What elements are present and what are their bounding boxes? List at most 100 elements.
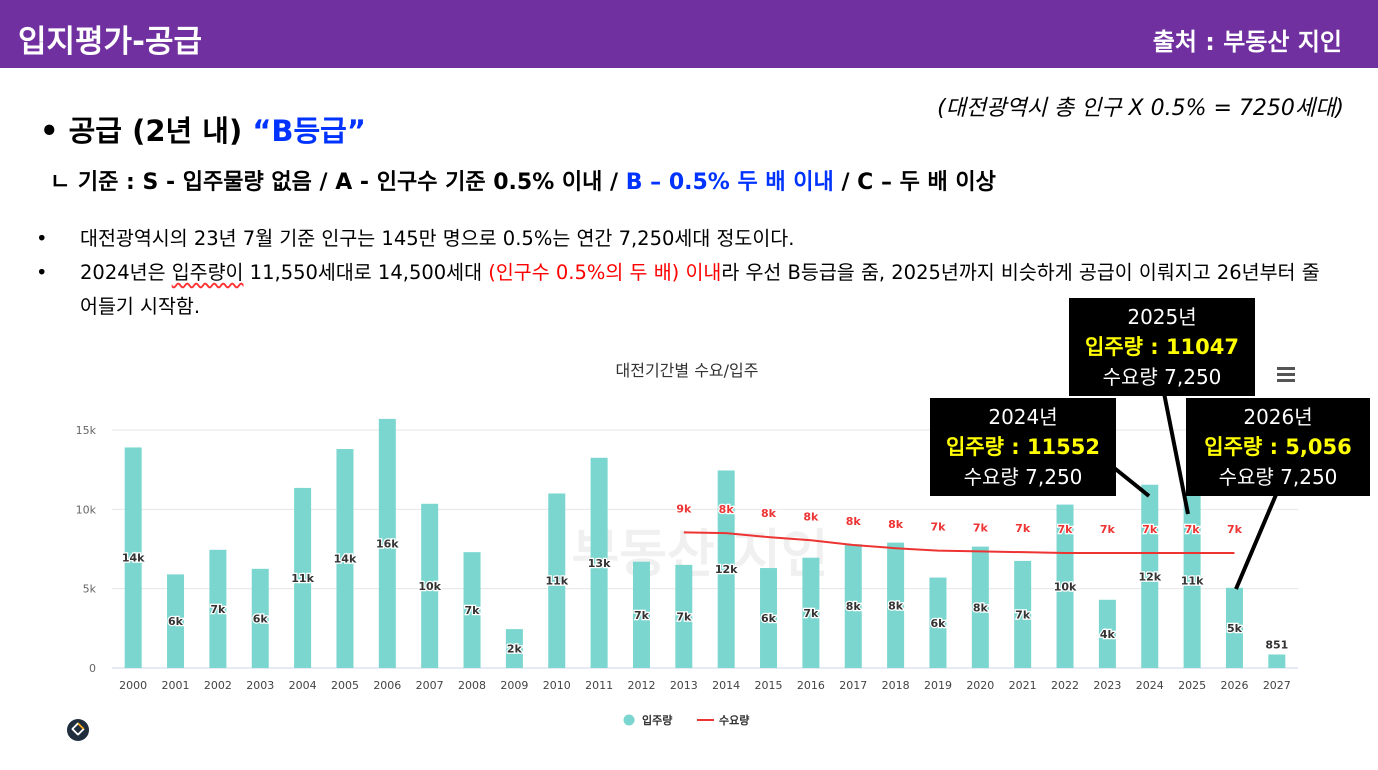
- bar: [378, 418, 396, 668]
- x-tick-label: 2007: [416, 679, 444, 692]
- slide-header: 입지평가-공급 출처 : 부동산 지인: [0, 0, 1378, 68]
- x-tick-label: 2019: [924, 679, 952, 692]
- bullet-text-1: 대전광역시의 23년 7월 기준 인구는 145만 명으로 0.5%는 연간 7…: [80, 227, 795, 250]
- bar-data-label: 4k: [1100, 628, 1116, 641]
- line-data-label: 7k: [1227, 523, 1243, 536]
- bar: [1014, 560, 1032, 668]
- bar-data-label: 6k: [930, 617, 946, 630]
- bar: [632, 561, 650, 668]
- criteria-line: ㄴ 기준 : S - 입주물량 없음 / A - 인구수 기준 0.5% 이내 …: [50, 164, 996, 196]
- callout-2026-demand: 수요량 7,250: [1218, 465, 1338, 489]
- x-tick-label: 2012: [627, 679, 655, 692]
- line-data-label: 7k: [1142, 523, 1158, 536]
- bar-data-label: 6k: [761, 612, 777, 625]
- callout-2025-demand: 수요량 7,250: [1102, 365, 1222, 389]
- callout-2025-pointer: [1161, 387, 1190, 515]
- x-tick-label: 2017: [839, 679, 867, 692]
- line-data-label: 7k: [1058, 523, 1074, 536]
- bar-data-label: 11k: [291, 572, 314, 585]
- x-tick-label: 2025: [1178, 679, 1206, 692]
- bar: [294, 487, 312, 668]
- bar-data-label: 11k: [545, 575, 568, 588]
- bar-data-label: 10k: [1054, 580, 1077, 593]
- brand-logo-icon: [67, 719, 89, 741]
- bar: [802, 557, 820, 668]
- x-tick-label: 2008: [458, 679, 486, 692]
- x-tick-label: 2005: [331, 679, 359, 692]
- x-tick-label: 2009: [500, 679, 528, 692]
- bullet-text-2c: 11,550세대로 14,500세대: [243, 261, 489, 284]
- bar-data-label: 7k: [210, 603, 226, 616]
- chart-watermark: 부동산 지인: [571, 525, 828, 585]
- bar: [1225, 587, 1243, 668]
- line-data-label: 8k: [888, 518, 904, 531]
- bar-data-label: 14k: [122, 552, 145, 565]
- x-tick-label: 2023: [1093, 679, 1121, 692]
- x-tick-label: 2000: [119, 679, 147, 692]
- supply-grade: “B등급”: [252, 114, 366, 148]
- bullet-dot: •: [36, 261, 48, 284]
- bar-data-label: 7k: [634, 609, 650, 622]
- callout-2026-supply: 입주량 : 5,056: [1204, 435, 1352, 459]
- bullet-text-2d: (인구수 0.5%의 두 배) 이내: [488, 261, 722, 284]
- bar: [760, 568, 778, 668]
- bullet-text-2e: 라 우선 B등급을 줌, 2025년까지 비슷하게 공급이 이뤄지고 26년부터…: [80, 261, 1320, 318]
- bar: [929, 577, 947, 668]
- supply-prefix: • 공급 (2년 내): [40, 114, 253, 148]
- chart-title: 대전기간별 수요/입주: [616, 361, 759, 380]
- callout-2024: 2024년 입주량 : 11552 수요량 7,250: [930, 398, 1116, 496]
- legend-bar-marker: [623, 714, 635, 726]
- x-tick-label: 2026: [1220, 679, 1248, 692]
- callout-2026-pointer: [1234, 489, 1280, 590]
- bar-data-label: 5k: [1227, 622, 1243, 635]
- bar-data-label: 6k: [253, 612, 269, 625]
- line-data-label: 8k: [761, 507, 777, 520]
- bar: [124, 447, 142, 668]
- bar-data-label: 7k: [676, 610, 692, 623]
- bar: [548, 493, 566, 668]
- bullet-dot: •: [36, 227, 48, 250]
- bar-data-label: 13k: [588, 557, 611, 570]
- criteria-part3: / C – 두 배 이상: [833, 170, 996, 195]
- bar-data-label: 12k: [1138, 570, 1161, 583]
- legend-bar-label: 입주량: [642, 714, 672, 727]
- y-tick-label: 0: [89, 662, 96, 675]
- bullet-item-1: • 대전광역시의 23년 7월 기준 인구는 145만 명으로 0.5%는 연간…: [36, 222, 1326, 256]
- line-data-label: 7k: [930, 521, 946, 534]
- bar-data-label: 11k: [1181, 574, 1204, 587]
- bar-data-label: 8k: [846, 600, 862, 613]
- bar: [844, 544, 862, 668]
- bar-data-label: 14k: [334, 553, 357, 566]
- bar: [251, 568, 269, 668]
- criteria-part2: B – 0.5% 두 배 이내: [625, 170, 834, 195]
- bar-data-label: 8k: [888, 599, 904, 612]
- x-tick-label: 2013: [670, 679, 698, 692]
- bar-data-label: 7k: [465, 604, 481, 617]
- callout-2026: 2026년 입주량 : 5,056 수요량 7,250: [1186, 398, 1370, 496]
- slide-title: 입지평가-공급: [18, 24, 202, 60]
- x-tick-label: 2010: [543, 679, 571, 692]
- y-tick-label: 15k: [76, 424, 97, 437]
- x-tick-label: 2011: [585, 679, 613, 692]
- x-tick-label: 2018: [882, 679, 910, 692]
- supply-heading: • 공급 (2년 내) “B등급”: [40, 108, 366, 150]
- bar: [1268, 654, 1286, 668]
- x-tick-label: 2014: [712, 679, 740, 692]
- bar-data-label: 6k: [168, 615, 184, 628]
- bar: [1098, 599, 1116, 668]
- line-data-label: 7k: [1100, 523, 1116, 536]
- line-data-label: 7k: [973, 521, 989, 534]
- x-tick-label: 2003: [246, 679, 274, 692]
- x-tick-label: 2004: [289, 679, 317, 692]
- x-tick-label: 2022: [1051, 679, 1079, 692]
- demand-line: [683, 531, 1235, 554]
- line-data-label: 8k: [803, 510, 819, 523]
- bar: [463, 552, 481, 668]
- callout-2024-demand: 수요량 7,250: [963, 465, 1083, 489]
- bar: [590, 457, 608, 668]
- callout-2026-year: 2026년: [1243, 405, 1313, 429]
- chart-menu-icon[interactable]: [1277, 367, 1295, 385]
- bullet-text-2a: 2024년은: [80, 261, 172, 284]
- bar: [421, 503, 439, 668]
